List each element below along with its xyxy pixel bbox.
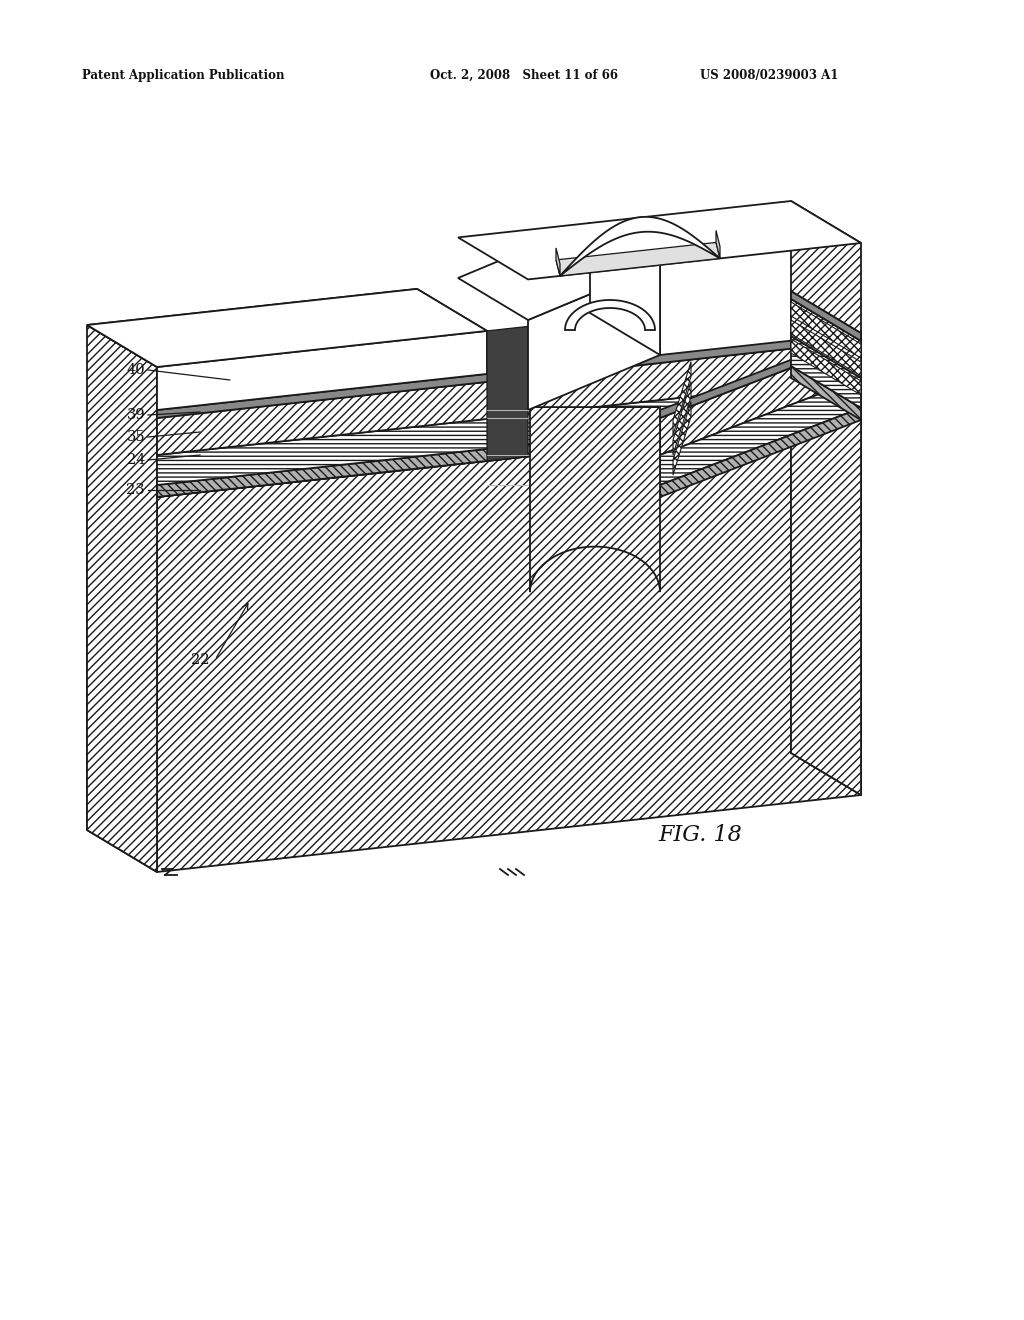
Polygon shape — [87, 455, 157, 873]
Polygon shape — [791, 337, 861, 408]
Polygon shape — [556, 243, 720, 276]
Text: FIG. 18: FIG. 18 — [658, 824, 741, 846]
Polygon shape — [660, 378, 861, 484]
Text: 23: 23 — [126, 483, 145, 498]
Text: 24: 24 — [127, 453, 145, 467]
Polygon shape — [791, 366, 861, 420]
Polygon shape — [565, 300, 655, 330]
Polygon shape — [791, 300, 861, 378]
Polygon shape — [791, 378, 861, 795]
Polygon shape — [660, 333, 861, 418]
Polygon shape — [673, 362, 691, 436]
Polygon shape — [528, 265, 660, 411]
Polygon shape — [157, 333, 861, 418]
Text: 22: 22 — [191, 653, 210, 667]
Polygon shape — [157, 408, 861, 498]
Text: 39: 39 — [126, 408, 145, 422]
Polygon shape — [791, 337, 861, 408]
Polygon shape — [157, 378, 861, 484]
Text: 35: 35 — [126, 430, 145, 444]
Polygon shape — [487, 326, 528, 461]
Polygon shape — [87, 378, 861, 498]
Polygon shape — [157, 331, 487, 411]
Polygon shape — [791, 201, 861, 333]
Polygon shape — [530, 407, 660, 593]
Polygon shape — [157, 420, 861, 873]
Polygon shape — [560, 216, 720, 276]
Polygon shape — [556, 248, 560, 276]
Polygon shape — [87, 325, 157, 873]
Polygon shape — [791, 319, 861, 376]
Polygon shape — [660, 341, 861, 455]
Polygon shape — [716, 231, 720, 259]
Text: 40: 40 — [126, 363, 145, 378]
Polygon shape — [791, 302, 861, 358]
Polygon shape — [791, 290, 861, 341]
Polygon shape — [590, 223, 660, 355]
Polygon shape — [791, 339, 861, 395]
Polygon shape — [791, 378, 861, 795]
Polygon shape — [791, 300, 861, 378]
Polygon shape — [87, 289, 487, 367]
Text: Patent Application Publication: Patent Application Publication — [82, 69, 285, 82]
Polygon shape — [660, 408, 861, 498]
Polygon shape — [157, 408, 861, 498]
Polygon shape — [673, 401, 691, 475]
Text: US 2008/0239003 A1: US 2008/0239003 A1 — [700, 69, 839, 82]
Polygon shape — [791, 366, 861, 420]
Text: Oct. 2, 2008   Sheet 11 of 66: Oct. 2, 2008 Sheet 11 of 66 — [430, 69, 618, 82]
Polygon shape — [673, 381, 691, 455]
Polygon shape — [458, 201, 861, 280]
Polygon shape — [157, 341, 861, 455]
Polygon shape — [87, 289, 487, 367]
Polygon shape — [791, 290, 861, 341]
Polygon shape — [458, 223, 660, 319]
